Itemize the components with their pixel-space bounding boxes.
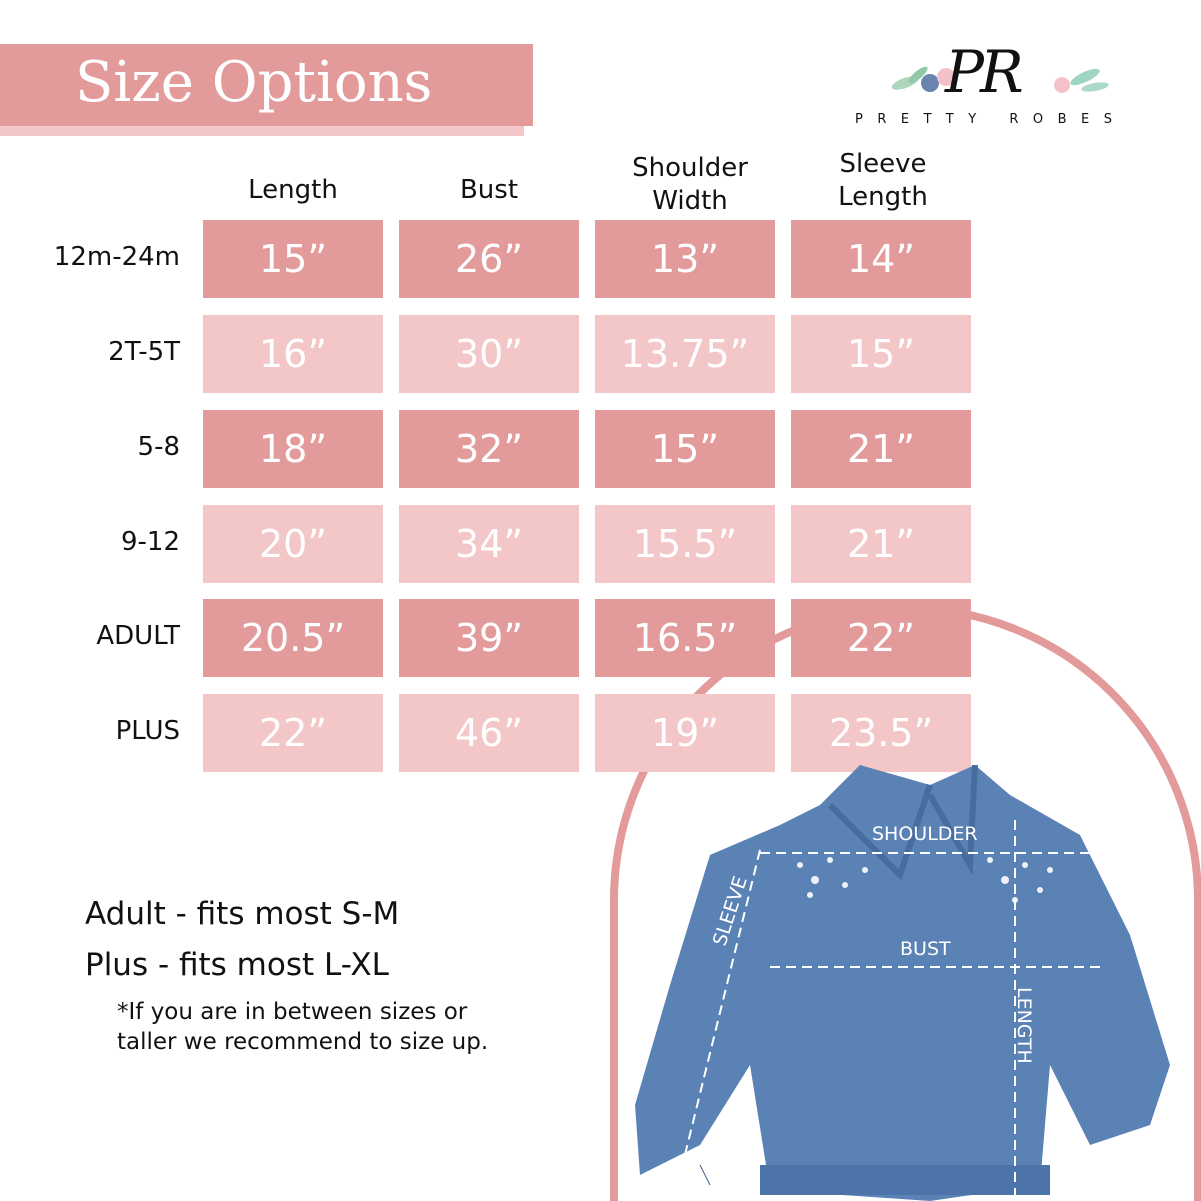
header-text: Width (652, 186, 728, 216)
shoulder-label: SHOULDER (872, 823, 978, 845)
table-cell: 15” (595, 410, 775, 488)
table-cell: 32” (399, 410, 579, 488)
logo-monogram: PR (945, 38, 1024, 106)
table-cell: 22” (203, 694, 383, 772)
table-cell: 16.5” (595, 599, 775, 677)
header-text: Length (248, 175, 338, 205)
table-cell: 21” (791, 410, 971, 488)
table-cell: 16” (203, 315, 383, 393)
table-cell: 20” (203, 505, 383, 583)
table-cell: 13” (595, 220, 775, 298)
table-cell: 23.5” (791, 694, 971, 772)
title-banner (0, 44, 533, 126)
table-cell: 30” (399, 315, 579, 393)
row-header: 12m-24m (53, 242, 180, 272)
disclaimer-line: *If you are in between sizes or (117, 999, 468, 1025)
table-cell: 13.75” (595, 315, 775, 393)
table-cell: 39” (399, 599, 579, 677)
row-header: 2T-5T (108, 337, 180, 367)
table-cell: 20.5” (203, 599, 383, 677)
logo-floral-icon (891, 66, 1109, 93)
column-header-shoulder-width: Shoulder Width (600, 152, 780, 218)
sizing-disclaimer: *If you are in between sizes or taller w… (117, 997, 488, 1057)
page-title: Size Options (75, 50, 433, 115)
header-text: Bust (459, 175, 519, 205)
table-cell: 15” (791, 315, 971, 393)
row-header: PLUS (115, 716, 180, 746)
row-header: ADULT (96, 621, 180, 651)
table-cell: 15.5” (595, 505, 775, 583)
header-text: Shoulder (632, 153, 748, 183)
row-header: 9-12 (120, 527, 180, 557)
table-cell: 34” (399, 505, 579, 583)
table-cell: 26” (399, 220, 579, 298)
table-cell: 19” (595, 694, 775, 772)
denim-jacket-image: SHOULDER BUST SLEEVE LENGTH (635, 765, 1170, 1201)
plus-fit-note: Plus - fits most L-XL (85, 947, 389, 983)
column-header-sleeve-length: Sleeve Length (793, 148, 973, 214)
column-header-length: Length (203, 174, 383, 207)
table-cell: 15” (203, 220, 383, 298)
table-cell: 14” (791, 220, 971, 298)
adult-fit-note: Adult - fits most S-M (85, 896, 400, 932)
column-header-bust: Bust (399, 174, 579, 207)
disclaimer-line: taller we recommend to size up. (117, 1029, 489, 1055)
table-cell: 18” (203, 410, 383, 488)
header-text: Length (838, 182, 928, 212)
table-cell: 46” (399, 694, 579, 772)
table-cell: 21” (791, 505, 971, 583)
row-header: 5-8 (137, 432, 180, 462)
bust-label: BUST (900, 938, 951, 960)
length-label: LENGTH (1013, 987, 1035, 1064)
logo-name: PRETTY ROBES (855, 112, 1127, 127)
table-cell: 22” (791, 599, 971, 677)
header-text: Sleeve (839, 149, 927, 179)
